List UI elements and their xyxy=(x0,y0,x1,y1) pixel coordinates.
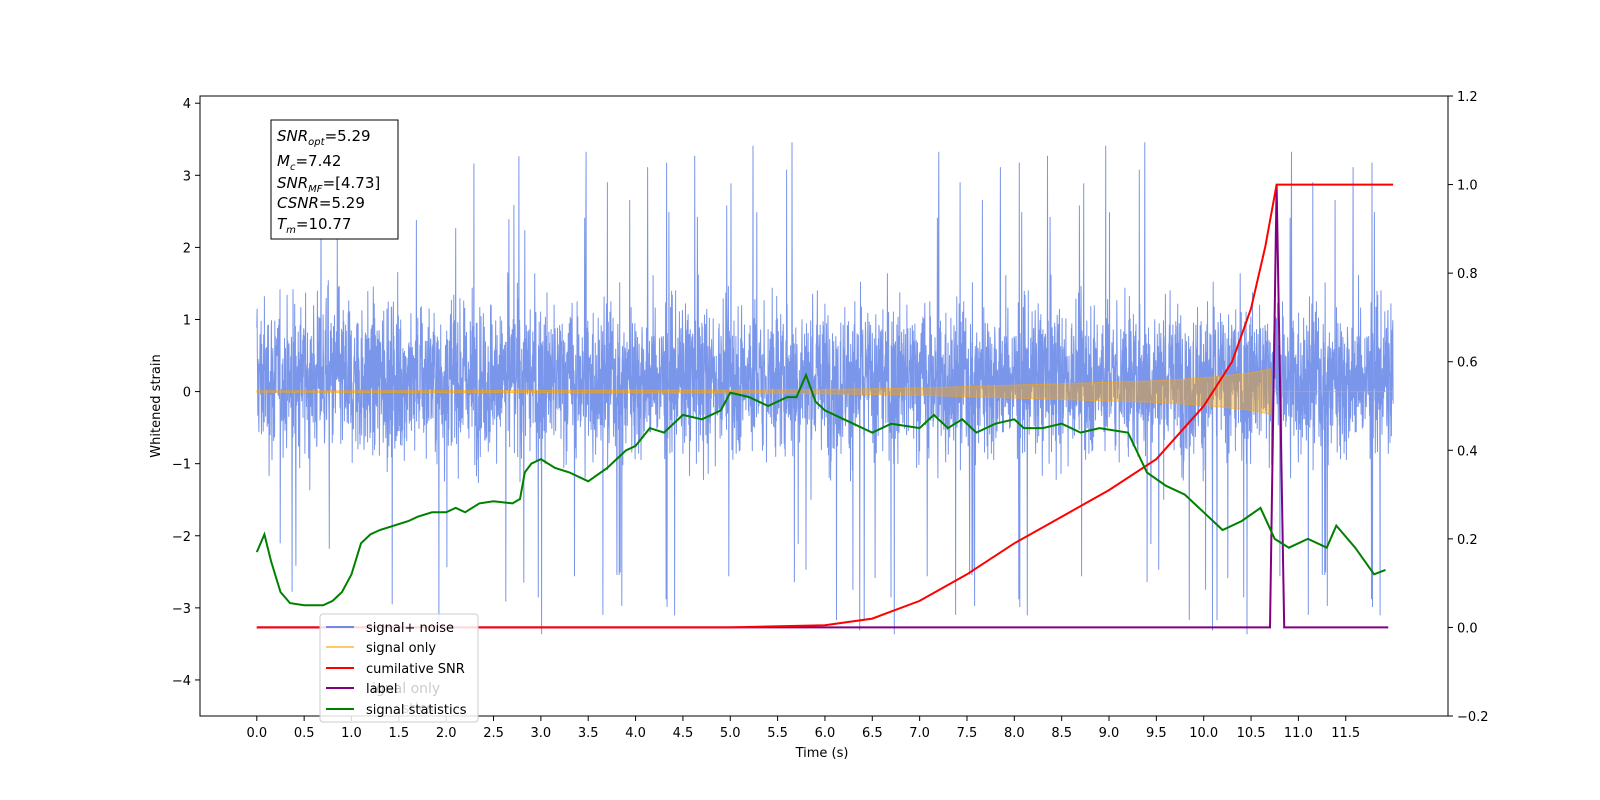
x-axis-label: Time (s) xyxy=(795,746,849,761)
x-tick-label: 2.5 xyxy=(483,726,504,741)
x-tick-label: 0.5 xyxy=(294,726,315,741)
x-axis: 0.0 0.5 1.0 1.5 2.0 2.5 3.0 3.5 4.0 4.5 5.0 5.5 6.0 6… xyxy=(246,716,1360,741)
legend-label: cumilative SNR xyxy=(366,662,465,677)
series-signal-statistics xyxy=(255,372,1386,607)
y2-tick-label: 0.8 xyxy=(1457,267,1478,282)
x-tick-label: 10.5 xyxy=(1237,726,1266,741)
x-tick-label: 11.0 xyxy=(1284,726,1313,741)
x-tick-label: 1.5 xyxy=(389,726,410,741)
info-line-mc: Mc=7.42 xyxy=(277,152,341,173)
y2-tick-label: 1.2 xyxy=(1457,90,1478,105)
info-line-snr-opt: SNRopt=5.29 xyxy=(277,127,371,148)
legend: ignal only stics signal+ noise signal on… xyxy=(319,613,479,723)
y-tick-label: −3 xyxy=(172,602,191,617)
y-tick-label: 2 xyxy=(183,241,191,256)
x-tick-label: 4.0 xyxy=(625,726,646,741)
y2-tick-label: 0.0 xyxy=(1457,621,1478,636)
info-box-frame xyxy=(270,119,399,240)
y2-tick-label: 0.4 xyxy=(1457,444,1478,459)
y2-tick-label: 0.6 xyxy=(1457,356,1478,371)
legend-label: signal only xyxy=(366,641,436,656)
legend-ghost-text: ignal only xyxy=(372,681,440,697)
x-tick-label: 3.5 xyxy=(578,726,599,741)
y2-tick-label: −0.2 xyxy=(1457,710,1489,725)
x-tick-label: 5.0 xyxy=(720,726,741,741)
axes-frame xyxy=(199,95,1449,717)
x-tick-label: 6.5 xyxy=(862,726,883,741)
legend-frame xyxy=(319,613,479,723)
y-axis-label: Whitened strain xyxy=(149,354,164,457)
info-line-snr-mf: SNRMF=[4.73] xyxy=(277,174,380,195)
series-cumulative-snr xyxy=(256,183,1394,629)
x-tick-label: 1.0 xyxy=(341,726,362,741)
y-axis-left: −4 −3 −2 −1 0 1 2 3 4 xyxy=(172,97,200,689)
x-tick-label: 0.0 xyxy=(246,726,267,741)
x-tick-label: 9.5 xyxy=(1146,726,1167,741)
x-tick-label: 2.0 xyxy=(436,726,457,741)
legend-label: signal+ noise xyxy=(366,621,454,636)
y-tick-label: 0 xyxy=(183,386,191,401)
y-tick-label: 3 xyxy=(183,169,191,184)
y-tick-label: −4 xyxy=(172,674,191,689)
x-tick-label: 7.5 xyxy=(957,726,978,741)
legend-label: signal statistics xyxy=(366,703,467,718)
y2-tick-label: 1.0 xyxy=(1457,179,1478,194)
y-axis-right: −0.2 0.0 0.2 0.4 0.6 0.8 1.0 1.2 xyxy=(1448,90,1489,725)
x-tick-label: 3.0 xyxy=(531,726,552,741)
series-signal-only xyxy=(256,367,1394,416)
y-tick-label: 1 xyxy=(183,313,191,328)
y-tick-label: −2 xyxy=(172,530,191,545)
info-line-tm: Tm=10.77 xyxy=(277,215,351,236)
x-tick-label: 7.0 xyxy=(909,726,930,741)
legend-label: label xyxy=(366,682,397,697)
x-tick-label: 6.0 xyxy=(815,726,836,741)
x-tick-label: 8.0 xyxy=(1004,726,1025,741)
x-tick-label: 10.0 xyxy=(1189,726,1218,741)
series-signal-noise xyxy=(256,142,1394,635)
x-tick-label: 5.5 xyxy=(767,726,788,741)
info-box: SNRopt=5.29 Mc=7.42 SNRMF=[4.73] CSNR=5.… xyxy=(270,119,399,240)
y2-tick-label: 0.2 xyxy=(1457,533,1478,548)
y-tick-label: −1 xyxy=(172,458,191,473)
x-tick-label: 11.5 xyxy=(1331,726,1360,741)
y-tick-label: 4 xyxy=(183,97,191,112)
plot-area xyxy=(255,142,1394,635)
legend-ghost-text: stics xyxy=(402,701,434,717)
x-tick-label: 8.5 xyxy=(1051,726,1072,741)
info-line-csnr: CSNR=5.29 xyxy=(277,194,365,212)
x-tick-label: 9.0 xyxy=(1099,726,1120,741)
x-tick-label: 4.5 xyxy=(673,726,694,741)
